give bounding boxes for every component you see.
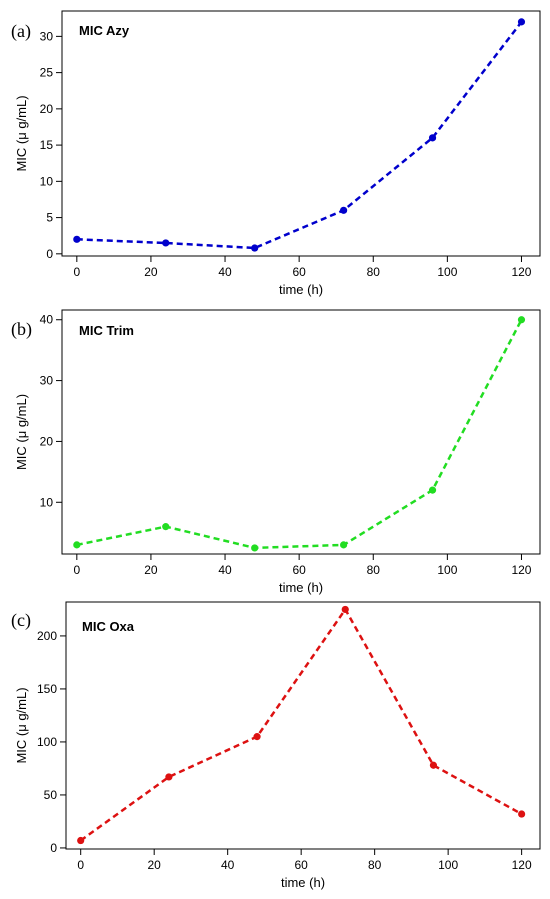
data-point (340, 541, 348, 549)
x-axis: 0 20 40 60 80 100 120 (77, 849, 532, 872)
y-axis: 0 5 10 15 20 25 30 (40, 29, 62, 261)
data-points (77, 605, 526, 845)
x-tick-label: 100 (438, 858, 458, 872)
y-tick-label: 10 (40, 174, 54, 188)
x-tick-label: 20 (144, 265, 158, 279)
x-tick-label: 0 (77, 858, 84, 872)
data-point (162, 239, 170, 247)
y-tick-label: 50 (44, 788, 58, 802)
x-tick-label: 120 (512, 858, 532, 872)
x-tick-label: 0 (73, 265, 80, 279)
x-tick-label: 0 (73, 563, 80, 577)
x-axis-label: time (h) (281, 875, 325, 890)
panel-label: (a) (11, 21, 31, 42)
chart-panel-a: (a) MIC Azy 0 5 10 15 20 25 30 0 20 40 60 80 100 120… (0, 0, 550, 300)
y-tick-label: 200 (37, 629, 57, 643)
x-tick-label: 80 (368, 858, 382, 872)
x-tick-label: 100 (437, 563, 457, 577)
y-tick-label: 40 (40, 313, 54, 327)
y-tick-label: 100 (37, 735, 57, 749)
x-tick-label: 60 (292, 563, 306, 577)
x-tick-label: 80 (367, 265, 381, 279)
y-tick-label: 15 (40, 138, 54, 152)
x-tick-label: 40 (221, 858, 235, 872)
y-axis: 0 50 100 150 200 (37, 629, 66, 855)
chart-panel-b: (b) MIC Trim 10 20 30 40 0 20 40 60 80 100 120 ti… (0, 300, 550, 598)
data-point (73, 541, 81, 549)
chart-c-svg: (c) MIC Oxa 0 50 100 150 200 0 20 40 60 80 100 120… (11, 601, 541, 890)
chart-title: MIC Oxa (82, 619, 135, 634)
data-point (428, 486, 437, 494)
chart-b-svg: (b) MIC Trim 10 20 30 40 0 20 40 60 80 100 120 ti… (11, 309, 541, 595)
x-tick-label: 60 (292, 265, 306, 279)
x-tick-label: 120 (511, 265, 531, 279)
x-tick-label: 100 (437, 265, 457, 279)
data-point (429, 761, 438, 769)
data-point (73, 235, 81, 243)
y-axis-label: MIC (μ g/mL) (14, 394, 29, 470)
y-tick-label: 5 (46, 211, 53, 225)
data-point (340, 206, 348, 214)
x-tick-label: 20 (148, 858, 162, 872)
y-tick-label: 20 (40, 434, 54, 448)
y-tick-label: 30 (40, 374, 54, 388)
y-axis: 10 20 30 40 (40, 313, 62, 509)
x-tick-label: 40 (218, 265, 232, 279)
data-point (428, 134, 437, 142)
panel-label: (c) (11, 610, 31, 631)
x-tick-label: 40 (218, 563, 232, 577)
data-point (517, 316, 526, 324)
x-tick-label: 80 (367, 563, 381, 577)
y-tick-label: 10 (40, 495, 54, 509)
x-axis: 0 20 40 60 80 100 120 (73, 554, 532, 577)
y-tick-label: 0 (46, 247, 53, 261)
x-axis-label: time (h) (279, 282, 323, 297)
data-point (165, 773, 173, 781)
data-point (162, 523, 170, 531)
x-axis-label: time (h) (279, 580, 323, 595)
series-line (76, 21, 523, 250)
data-point (518, 810, 526, 818)
series-line (76, 319, 523, 550)
plot-frame (61, 309, 541, 555)
y-tick-label: 150 (37, 682, 57, 696)
series-line (79, 607, 523, 842)
y-axis-label: MIC (μ g/mL) (14, 95, 29, 171)
chart-panel-c: (c) MIC Oxa 0 50 100 150 200 0 20 40 60 80 100 120… (0, 598, 550, 899)
x-tick-label: 60 (294, 858, 308, 872)
chart-a-svg: (a) MIC Azy 0 5 10 15 20 25 30 0 20 40 60 80 100 120… (11, 10, 541, 297)
x-axis: 0 20 40 60 80 100 120 (73, 256, 532, 279)
data-point (251, 544, 259, 552)
panel-label: (b) (11, 319, 32, 340)
data-point (341, 605, 349, 614)
x-tick-label: 20 (144, 563, 158, 577)
data-point (253, 733, 261, 741)
chart-title: MIC Azy (79, 23, 130, 38)
chart-title: MIC Trim (79, 323, 134, 338)
y-tick-label: 25 (40, 66, 54, 80)
data-point (517, 18, 526, 26)
y-tick-label: 0 (50, 841, 57, 855)
data-points (73, 18, 526, 252)
data-points (73, 316, 526, 552)
data-point (77, 836, 85, 845)
x-tick-label: 120 (511, 563, 531, 577)
plot-frame (61, 10, 541, 257)
y-tick-label: 20 (40, 102, 54, 116)
plot-frame (65, 601, 541, 850)
y-tick-label: 30 (40, 29, 54, 43)
y-axis-label: MIC (μ g/mL) (14, 687, 29, 763)
data-point (251, 244, 259, 252)
